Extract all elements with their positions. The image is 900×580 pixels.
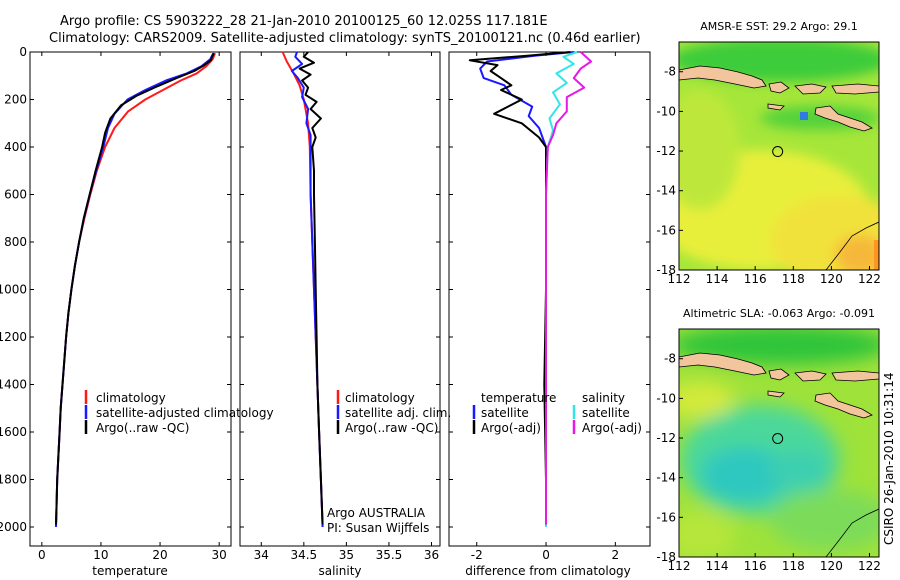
sst-map-field xyxy=(679,42,879,270)
sla_map-xtick-label: 114 xyxy=(706,559,729,573)
sla_map-ytick-label: -16 xyxy=(656,510,676,524)
temperature-ytick-label: 1600 xyxy=(0,425,27,439)
sst-map-panel: AMSR-E SST: 29.2 Argo: 29.1 xyxy=(656,20,881,286)
legend-label-sal-satellite: satellite xyxy=(582,406,630,420)
temperature-ytick-label: 800 xyxy=(4,235,27,249)
difference-xtick-label: -2 xyxy=(471,548,483,562)
sst_map-ytick-label: -12 xyxy=(656,144,676,158)
sla_map-xtick-label: 118 xyxy=(782,559,805,573)
salinity-xlabel: salinity xyxy=(318,564,361,578)
salinity-xtick-label: 34.5 xyxy=(290,548,317,562)
temperature-ytick-label: 1400 xyxy=(0,378,27,392)
difference-series-salinity-argo xyxy=(545,51,593,525)
salinity-xtick-label: 34 xyxy=(254,548,269,562)
sst_map-ytick-label: -18 xyxy=(656,263,676,277)
annotation-institution: Argo AUSTRALIA xyxy=(327,506,426,520)
sla_map-ytick-label: -14 xyxy=(656,471,676,485)
sla-map-panel: Altimetric SLA: -0.063 Argo: -0.091 xyxy=(656,307,881,573)
credit-timestamp: CSIRO 26-Jan-2010 10:31:14 xyxy=(882,373,896,545)
sst-map-title: AMSR-E SST: 29.2 Argo: 29.1 xyxy=(700,20,858,33)
difference-legend: temperature satellite Argo(-adj) salinit… xyxy=(472,391,642,435)
sla_map-xtick-label: 116 xyxy=(744,559,767,573)
salinity-axes-frame xyxy=(239,51,441,547)
legend-label-temp-argo: Argo(-adj) xyxy=(481,421,541,435)
sst-land xyxy=(679,65,879,270)
difference-axes-frame xyxy=(448,51,651,547)
temperature-ytick-label: 1000 xyxy=(0,283,27,297)
legend-label-satellite: satellite adj. clim. xyxy=(345,406,451,420)
difference-xtick-label: 0 xyxy=(542,548,550,562)
salinity-panel: 34 34.5 35 35.5 36 climatology satellite adj… xyxy=(239,51,451,578)
legend-label-argo: Argo(..raw -QC) xyxy=(345,421,438,435)
legend-title-salinity: salinity xyxy=(582,391,625,405)
title-line-1: Argo profile: CS 5903222_28 21-Jan-2010 … xyxy=(60,14,548,29)
sst_map-ytick-label: -14 xyxy=(656,184,676,198)
temperature-legend: climatology satellite-adjusted climatolo… xyxy=(84,390,274,435)
sla_map-xtick-label: 120 xyxy=(820,559,843,573)
sla_map-ytick-label: -12 xyxy=(656,431,676,445)
salinity-series-argo xyxy=(298,51,324,525)
sla-map-title: Altimetric SLA: -0.063 Argo: -0.091 xyxy=(683,307,875,320)
difference-xlabel: difference from climatology xyxy=(465,564,631,578)
title-line-2: Climatology: CARS2009. Satellite-adjuste… xyxy=(49,31,641,46)
difference-series-salinity-satellite xyxy=(545,51,578,527)
temperature-ytick-label: 1200 xyxy=(0,330,27,344)
sst_map-xtick-label: 114 xyxy=(706,272,729,286)
legend-label-sal-argo: Argo(-adj) xyxy=(582,421,642,435)
sla-map-field xyxy=(679,329,879,557)
legend-label-climatology: climatology xyxy=(96,391,166,405)
difference-series-temperature-satellite xyxy=(479,51,574,527)
temperature-axes-frame xyxy=(29,51,232,547)
legend-label-satellite: satellite-adjusted climatology xyxy=(96,406,274,420)
sla_map-ytick-label: -8 xyxy=(664,352,676,366)
salinity-xtick-label: 35.5 xyxy=(376,548,403,562)
sst_map-ytick-label: -16 xyxy=(656,223,676,237)
temperature-xtick-label: 10 xyxy=(93,548,108,562)
sla-land xyxy=(679,352,879,557)
sla_map-ytick-label: -18 xyxy=(656,550,676,564)
temperature-ytick-label: 400 xyxy=(4,140,27,154)
legend-title-temperature: temperature xyxy=(481,391,556,405)
salinity-legend: climatology satellite adj. clim. Argo(..… xyxy=(336,390,451,435)
sst_map-ytick-label: -8 xyxy=(664,65,676,79)
sst_map-xtick-label: 118 xyxy=(782,272,805,286)
difference-panel: -2 0 2 temperature satellite Argo(-adj) sa… xyxy=(448,51,651,578)
temperature-xtick-label: 30 xyxy=(212,548,227,562)
sst_map-xtick-label: 116 xyxy=(744,272,767,286)
sla_map-xtick-label: 122 xyxy=(858,559,881,573)
legend-label-climatology: climatology xyxy=(345,391,415,405)
temperature-panel: 0 10 20 30 0 200 400 600 800 1000 1200 1400 1600 1800… xyxy=(0,45,274,578)
salinity-xtick-label: 35 xyxy=(339,548,354,562)
sst_map-xtick-label: 120 xyxy=(820,272,843,286)
salinity-series-satellite xyxy=(290,51,324,528)
sst-argo-location-marker xyxy=(772,146,784,158)
difference-series-temperature-argo xyxy=(468,51,571,525)
temperature-xtick-label: 0 xyxy=(38,548,46,562)
temperature-ytick-label: 600 xyxy=(4,188,27,202)
temperature-ytick-label: 200 xyxy=(4,93,27,107)
temperature-series-climatology xyxy=(55,52,216,528)
temperature-series-argo xyxy=(55,52,215,525)
sla_map-ytick-label: -10 xyxy=(656,391,676,405)
annotation-pi: PI: Susan Wijffels xyxy=(327,521,429,535)
temperature-ytick-label: 0 xyxy=(19,45,27,59)
legend-label-argo: Argo(..raw -QC) xyxy=(96,421,189,435)
sla-argo-location-marker xyxy=(772,433,784,445)
legend-label-temp-satellite: satellite xyxy=(481,406,529,420)
sst_map-ytick-label: -10 xyxy=(656,104,676,118)
temperature-ytick-label: 2000 xyxy=(0,520,27,534)
temperature-series-satellite xyxy=(55,52,215,528)
temperature-xlabel: temperature xyxy=(92,564,167,578)
temperature-xtick-label: 20 xyxy=(152,548,167,562)
sst_map-xtick-label: 112 xyxy=(668,272,691,286)
temperature-ytick-label: 1800 xyxy=(0,473,27,487)
sst_map-xtick-label: 122 xyxy=(858,272,881,286)
sla_map-xtick-label: 112 xyxy=(668,559,691,573)
difference-xtick-label: 2 xyxy=(612,548,620,562)
salinity-xtick-label: 36 xyxy=(424,548,439,562)
